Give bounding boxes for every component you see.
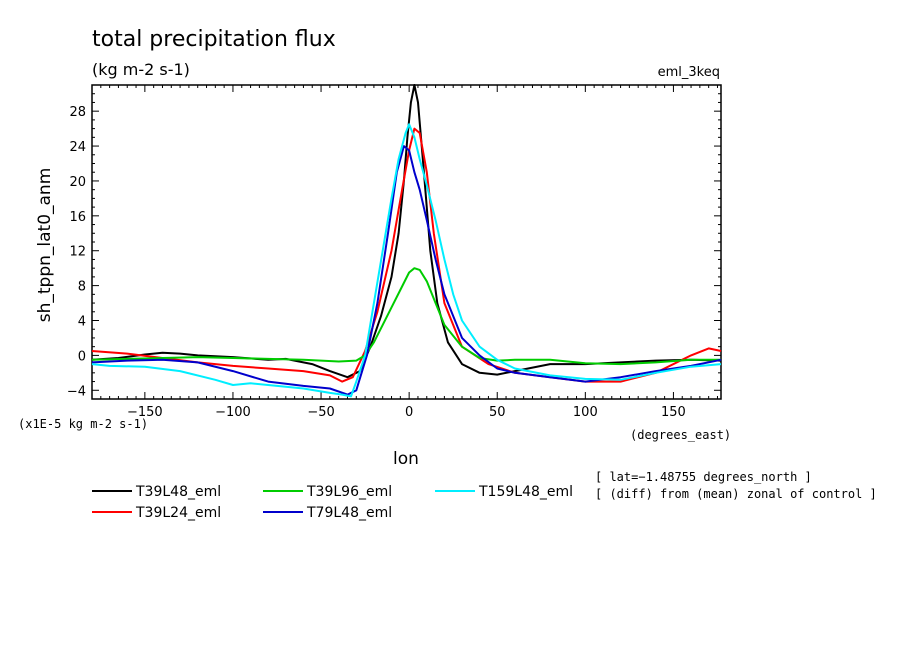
- series-line-t39l24-eml: [91, 127, 722, 383]
- x-tick-label: 150: [661, 405, 686, 420]
- legend-label-t79l48-eml: T79L48_eml: [306, 505, 392, 521]
- tick-labels: −150 −100 −50 0 50 100 150 −4 0 4 8 12 16 20 24 28: [67, 105, 686, 420]
- x-tick-label: −50: [307, 405, 334, 420]
- y-tick-label: 8: [78, 280, 86, 295]
- y-tick-label: 24: [69, 140, 86, 155]
- y-tick-label: −4: [67, 384, 86, 399]
- series-line-t79l48-eml: [91, 145, 722, 396]
- series-lines: [91, 84, 722, 398]
- x-tick-label: 100: [573, 405, 598, 420]
- x-tick-label: 50: [489, 405, 506, 420]
- y-axis-label: sh_tppn_lat0_anm: [35, 168, 55, 323]
- legend-label-t39l24-eml: T39L24_eml: [135, 505, 221, 521]
- axis-ticks: [92, 84, 721, 400]
- x-axis-label: lon: [393, 449, 419, 469]
- experiment-label: eml_3keq: [658, 65, 720, 80]
- x-tick-label: 0: [405, 405, 413, 420]
- legend-label-t39l96-eml: T39L96_eml: [306, 484, 392, 500]
- y-tick-label: 20: [69, 175, 86, 190]
- legend: T39L48_eml T39L96_eml T159L48_eml T39L24_em…: [92, 484, 573, 521]
- legend-label-t39l48-eml: T39L48_eml: [135, 484, 221, 500]
- y-scale-note: (x1E-5 kg m-2 s-1): [18, 417, 148, 431]
- y-tick-label: 16: [69, 210, 86, 225]
- x-units-label: (degrees_east): [630, 428, 731, 442]
- series-line-t159l48-eml: [91, 123, 722, 398]
- y-tick-label: 28: [69, 105, 86, 120]
- chart-units: (kg m-2 s-1): [92, 60, 190, 79]
- y-tick-label: 4: [78, 315, 86, 330]
- x-tick-label: −150: [127, 405, 163, 420]
- note-diff: [ (diff) from (mean) zonal of control ]: [595, 487, 877, 501]
- x-tick-label: −100: [215, 405, 251, 420]
- y-tick-label: 0: [78, 349, 86, 364]
- legend-label-t159l48-eml: T159L48_eml: [478, 484, 573, 500]
- y-tick-label: 12: [69, 245, 86, 260]
- series-line-t39l96-eml: [91, 267, 721, 366]
- note-lat: [ lat=−1.48755 degrees_north ]: [595, 470, 812, 484]
- chart-title: total precipitation flux: [92, 27, 336, 52]
